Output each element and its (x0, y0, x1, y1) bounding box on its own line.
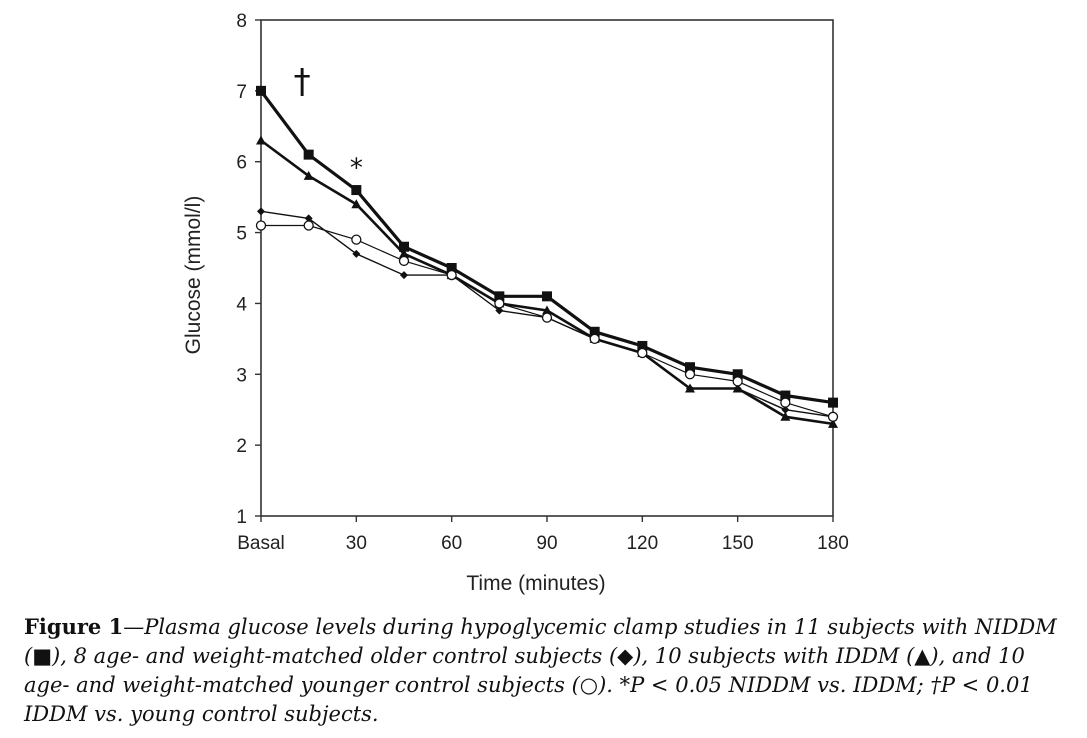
x-tick-label: 150 (722, 533, 754, 554)
data-point-circle-open (589, 333, 600, 345)
glucose-chart: 1 2 3 4 5 6 7 8 Basal 30 60 90 120 150 180 Time (minu… (182, 11, 849, 595)
plot-frame (260, 19, 834, 517)
x-tick-label: 90 (536, 533, 557, 554)
data-point-triangle (256, 135, 266, 145)
x-tick-label: 180 (817, 533, 849, 554)
data-point-circle-open (351, 234, 362, 245)
data-point-circle-open (732, 376, 743, 387)
x-tick-label: Basal (237, 533, 285, 554)
data-point-circle-open (637, 347, 648, 359)
data-point-diamond (400, 271, 408, 280)
annotation-mark: * (350, 154, 363, 184)
series-square (256, 85, 838, 408)
y-tick-label: 1 (236, 507, 247, 528)
y-tick-label: 6 (236, 153, 247, 174)
data-point-circle-open (255, 220, 267, 231)
data-point-diamond (495, 306, 504, 315)
data-point-triangle (542, 305, 552, 315)
data-point-circle-open (303, 220, 314, 231)
x-tick-label: 120 (626, 533, 658, 554)
data-point-triangle (828, 418, 838, 428)
data-point-square (494, 291, 505, 302)
x-axis-ticks: Basal 30 60 90 120 150 180 (237, 516, 849, 554)
data-point-square (732, 369, 743, 380)
data-point-triangle (399, 248, 409, 258)
data-point-square (399, 241, 409, 252)
data-point-circle-open (684, 369, 696, 380)
data-point-square (828, 397, 838, 408)
data-point-square (542, 291, 552, 302)
data-point-square (589, 326, 600, 337)
data-point-diamond (257, 207, 265, 216)
y-tick-label: 3 (236, 365, 247, 386)
data-point-square (351, 185, 362, 196)
y-tick-label: 8 (236, 11, 247, 32)
y-tick-label: 5 (236, 224, 247, 245)
y-tick-label: 2 (236, 436, 247, 457)
y-axis-title: Glucose (mmol/l) (182, 196, 205, 355)
figure-label: Figure 1 (24, 614, 124, 639)
data-point-diamond (781, 405, 790, 414)
data-point-square (637, 340, 648, 351)
data-point-circle-open (446, 269, 457, 281)
data-point-triangle (303, 170, 314, 180)
series-circle-open (255, 220, 839, 422)
data-point-triangle (351, 199, 362, 209)
data-point-diamond (304, 214, 313, 223)
data-point-triangle (780, 411, 791, 421)
annotation-mark: † (294, 61, 311, 101)
data-point-square (303, 149, 314, 160)
annotation-layer: †* (294, 61, 363, 183)
data-point-diamond (352, 249, 361, 258)
caption-text: —Plasma glucose levels during hypoglycem… (24, 615, 1057, 726)
data-point-circle-open (780, 397, 791, 408)
data-point-circle-open (398, 255, 410, 267)
data-point-circle-open (827, 411, 839, 422)
data-point-square (685, 362, 695, 373)
data-point-diamond (733, 384, 742, 393)
x-tick-label: 60 (441, 533, 462, 554)
data-point-square (780, 390, 791, 401)
data-point-square (446, 263, 457, 273)
data-point-circle-open (494, 298, 505, 309)
y-tick-label: 7 (236, 82, 247, 103)
x-tick-label: 30 (346, 533, 367, 554)
figure-caption: Figure 1—Plasma glucose levels during hy… (24, 612, 1074, 729)
x-axis-title: Time (minutes) (466, 572, 605, 595)
data-point-diamond (686, 384, 694, 393)
data-point-square (256, 85, 266, 96)
y-axis-ticks: 1 2 3 4 5 6 7 8 (236, 11, 261, 528)
y-tick-label: 4 (236, 294, 247, 315)
series-layer (255, 85, 839, 428)
data-point-circle-open (541, 312, 553, 323)
